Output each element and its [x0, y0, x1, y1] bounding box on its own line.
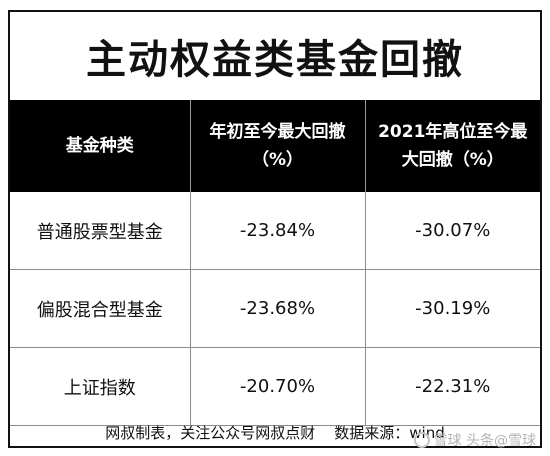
ytd-drawdown-cell: -23.68%	[190, 269, 366, 348]
header-fund-type: 基金种类	[10, 100, 191, 192]
page-title: 主动权益类基金回撤	[86, 37, 464, 83]
snowball-logo-icon	[413, 432, 430, 448]
table-row: 偏股混合型基金 -23.68% -30.19%	[10, 269, 540, 348]
header-2021-peak-drawdown: 2021年高位至今最大回撤（%）	[365, 100, 540, 192]
peak-drawdown-cell: -22.31%	[365, 347, 540, 426]
ytd-drawdown-cell: -20.70%	[190, 347, 366, 426]
watermark-text: 雪球 头条@雪球	[433, 433, 536, 449]
drawdown-table: 基金种类 年初至今最大回撤（%） 2021年高位至今最大回撤（%） 普通股票型基…	[10, 100, 540, 426]
fund-type-cell: 偏股混合型基金	[10, 269, 191, 348]
fund-type-cell: 上证指数	[10, 347, 191, 426]
fund-type-cell: 普通股票型基金	[10, 192, 191, 270]
watermark: 雪球 头条@雪球	[413, 430, 536, 450]
header-ytd-drawdown: 年初至今最大回撤（%）	[190, 100, 366, 192]
table-row: 普通股票型基金 -23.84% -30.07%	[10, 192, 540, 270]
table-row: 上证指数 -20.70% -22.31%	[10, 347, 540, 426]
table-card: 主动权益类基金回撤 基金种类 年初至今最大回撤（%） 2021年高位至今最大回撤…	[8, 10, 542, 448]
table-header-row: 基金种类 年初至今最大回撤（%） 2021年高位至今最大回撤（%）	[10, 100, 540, 192]
ytd-drawdown-cell: -23.84%	[190, 192, 366, 270]
peak-drawdown-cell: -30.07%	[365, 192, 540, 270]
peak-drawdown-cell: -30.19%	[365, 269, 540, 348]
